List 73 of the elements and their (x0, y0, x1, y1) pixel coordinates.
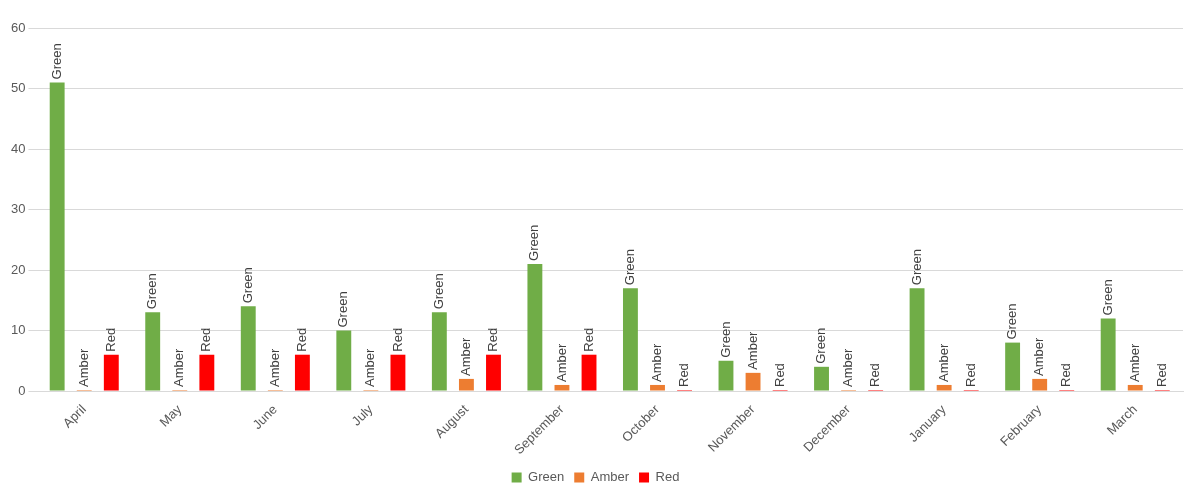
data-label: Red (1153, 363, 1169, 387)
data-label: Red (962, 363, 978, 387)
data-label: Green (908, 249, 924, 286)
bar (294, 354, 310, 391)
data-label: Amber (75, 348, 91, 387)
bar (336, 330, 352, 391)
legend-label: Amber (590, 469, 630, 485)
y-tick-label: 0 (18, 382, 26, 398)
data-label: Green (48, 43, 64, 80)
data-label: Green (526, 224, 542, 261)
bar (1032, 378, 1048, 391)
data-label: Amber (553, 342, 569, 382)
bar (49, 82, 65, 391)
data-label: Green (717, 321, 733, 358)
data-label: Amber (935, 342, 951, 382)
bar (581, 354, 597, 391)
data-label: Green (622, 249, 638, 286)
bar (650, 384, 665, 391)
data-label: Green (144, 273, 160, 310)
data-label: Amber (649, 342, 665, 382)
bar (936, 384, 952, 391)
bar (103, 354, 119, 391)
x-tick-label: May (156, 401, 185, 430)
data-label: Green (813, 327, 829, 364)
bar (390, 354, 406, 391)
y-tick-label: 30 (10, 201, 26, 217)
data-label: Red (771, 363, 787, 387)
data-label: Amber (362, 348, 378, 387)
bar (145, 312, 161, 391)
legend-label: Red (655, 469, 680, 485)
bar (199, 354, 215, 391)
data-label: Amber (171, 348, 187, 387)
bar (1005, 342, 1021, 391)
data-label: Green (430, 273, 446, 310)
data-label: Red (389, 327, 405, 352)
bar (554, 384, 570, 391)
bar (718, 360, 734, 391)
bar (814, 366, 829, 391)
data-label: Green (239, 267, 255, 304)
data-label: Amber (1031, 336, 1047, 376)
data-label: Green (1004, 303, 1020, 340)
data-label: Amber (840, 348, 856, 387)
bar (431, 312, 447, 391)
data-label: Red (676, 363, 692, 387)
bar (527, 263, 543, 391)
bar (458, 378, 474, 391)
bar (745, 372, 761, 391)
legend-label: Green (528, 469, 565, 485)
data-label: Amber (1126, 342, 1142, 382)
y-tick-label: 50 (10, 80, 26, 96)
bar (240, 306, 256, 391)
x-tick-label: July (348, 401, 376, 429)
data-label: Red (102, 327, 118, 352)
data-label: Red (485, 327, 501, 352)
data-label: Red (580, 327, 596, 352)
data-label: Amber (744, 330, 760, 370)
bar (1100, 318, 1116, 391)
bar (622, 288, 638, 391)
data-label: Green (335, 291, 351, 328)
bar (909, 288, 925, 391)
data-label: Amber (266, 348, 282, 387)
data-label: Red (1058, 363, 1074, 387)
y-tick-label: 10 (10, 322, 26, 338)
data-label: Green (1099, 279, 1115, 316)
y-tick-label: 60 (10, 19, 26, 35)
bar (1127, 384, 1143, 391)
bar (486, 354, 501, 391)
data-label: Amber (457, 336, 473, 376)
y-tick-label: 20 (10, 261, 26, 277)
y-tick-label: 40 (10, 140, 26, 156)
data-label: Red (867, 363, 883, 387)
data-label: Red (198, 327, 214, 352)
data-label: Red (293, 327, 309, 352)
